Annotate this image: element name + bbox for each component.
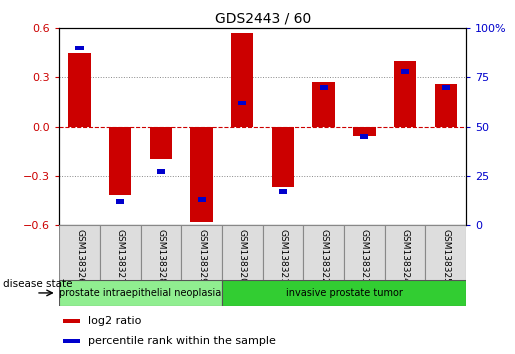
Bar [272, 126, 294, 187]
Text: log2 ratio: log2 ratio [88, 316, 141, 326]
FancyBboxPatch shape [303, 225, 344, 280]
Bar [279, 189, 287, 194]
Bar [320, 85, 328, 90]
FancyBboxPatch shape [100, 225, 141, 280]
Bar [442, 85, 450, 90]
FancyBboxPatch shape [344, 225, 385, 280]
Bar [353, 126, 375, 136]
FancyBboxPatch shape [59, 280, 222, 306]
Bar [360, 134, 368, 139]
FancyBboxPatch shape [263, 225, 303, 280]
Bar [435, 84, 457, 126]
Text: invasive prostate tumor: invasive prostate tumor [286, 288, 402, 298]
Bar [394, 61, 416, 126]
FancyBboxPatch shape [141, 225, 181, 280]
Text: GSM138329: GSM138329 [197, 229, 206, 284]
Bar [109, 126, 131, 195]
Text: GSM138325: GSM138325 [441, 229, 450, 284]
Bar [63, 319, 79, 322]
Text: GSM138324: GSM138324 [401, 229, 409, 284]
FancyBboxPatch shape [425, 225, 466, 280]
Bar [150, 126, 172, 159]
Text: GSM138327: GSM138327 [116, 229, 125, 284]
FancyBboxPatch shape [222, 225, 263, 280]
Bar [157, 170, 165, 174]
Bar [198, 197, 205, 201]
Bar [191, 126, 213, 222]
Text: GSM138328: GSM138328 [157, 229, 165, 284]
FancyBboxPatch shape [181, 225, 222, 280]
Text: prostate intraepithelial neoplasia: prostate intraepithelial neoplasia [59, 288, 222, 298]
FancyBboxPatch shape [385, 225, 425, 280]
Bar [238, 101, 246, 105]
Text: GSM138323: GSM138323 [360, 229, 369, 284]
Text: GSM138320: GSM138320 [238, 229, 247, 284]
Bar [313, 82, 335, 126]
FancyBboxPatch shape [59, 225, 100, 280]
Bar [116, 199, 124, 204]
Bar [76, 46, 83, 50]
Text: disease state: disease state [3, 279, 72, 289]
Bar [63, 339, 79, 343]
Text: GSM138322: GSM138322 [319, 229, 328, 284]
Text: GSM138321: GSM138321 [279, 229, 287, 284]
Bar [68, 53, 91, 126]
FancyBboxPatch shape [222, 280, 466, 306]
Title: GDS2443 / 60: GDS2443 / 60 [215, 12, 311, 26]
Bar [401, 69, 409, 74]
Bar [231, 33, 253, 126]
Text: percentile rank within the sample: percentile rank within the sample [88, 336, 276, 347]
Text: GSM138326: GSM138326 [75, 229, 84, 284]
